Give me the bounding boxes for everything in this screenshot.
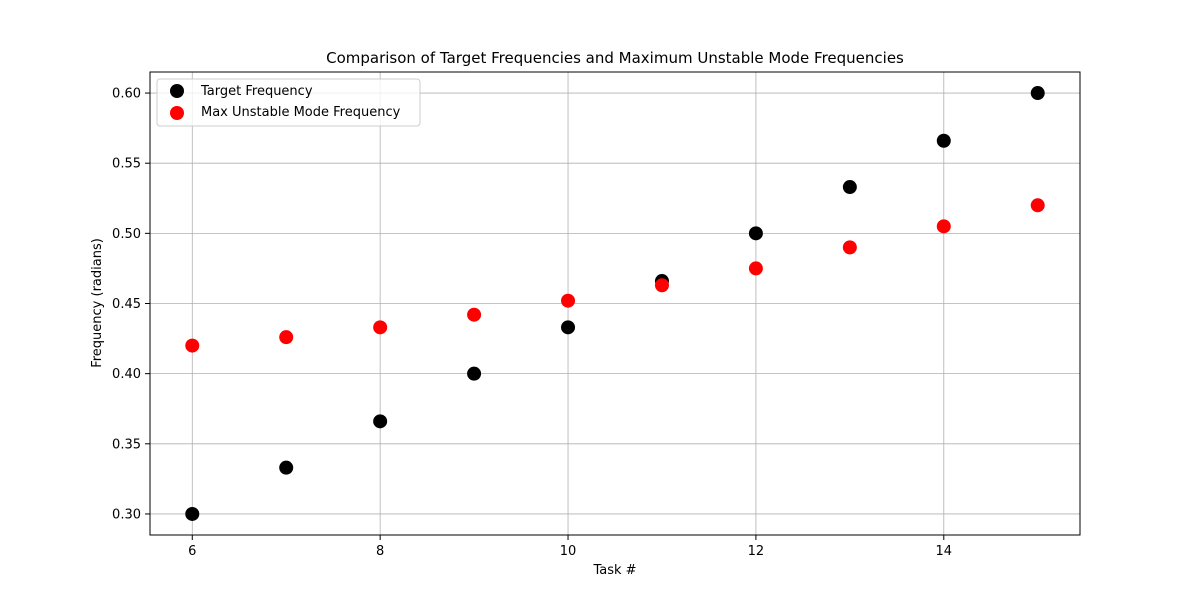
y-tick-label: 0.35: [112, 437, 141, 452]
point-target-frequency: [279, 460, 294, 475]
y-tick-label: 0.30: [112, 507, 141, 522]
x-tick-label: 8: [376, 544, 384, 559]
data-points: [185, 86, 1045, 521]
point-max-unstable-mode-frequency: [467, 307, 482, 322]
point-max-unstable-mode-frequency: [373, 320, 388, 335]
x-tick-label: 14: [936, 544, 953, 559]
y-tick-label: 0.55: [112, 157, 141, 172]
y-axis-ticks: 0.30 0.35 0.40 0.45 0.50 0.55 0.60: [112, 87, 150, 522]
point-max-unstable-mode-frequency: [185, 338, 200, 353]
point-max-unstable-mode-frequency: [842, 240, 857, 255]
x-tick-label: 6: [188, 544, 196, 559]
point-target-frequency: [185, 506, 200, 521]
x-axis-ticks: 6 8 10 12 14: [188, 535, 952, 559]
point-target-frequency: [561, 320, 576, 335]
y-tick-label: 0.40: [112, 367, 141, 382]
legend-marker-target-frequency: [170, 84, 184, 98]
point-max-unstable-mode-frequency: [279, 330, 294, 345]
point-target-frequency: [1030, 86, 1045, 101]
chart-title: Comparison of Target Frequencies and Max…: [326, 49, 904, 67]
point-target-frequency: [936, 133, 951, 148]
point-target-frequency: [842, 180, 857, 195]
y-gridlines: [150, 92, 1080, 515]
legend-label-max-unstable-mode-frequency: Max Unstable Mode Frequency: [201, 105, 401, 120]
x-tick-label: 12: [748, 544, 765, 559]
legend-marker-max-unstable-mode-frequency: [170, 106, 184, 120]
x-axis-label: Task #: [592, 563, 636, 578]
y-tick-label: 0.45: [112, 297, 141, 312]
point-target-frequency: [467, 366, 482, 381]
point-max-unstable-mode-frequency: [654, 278, 669, 293]
plot-area: [149, 71, 1081, 536]
legend-box: [156, 78, 421, 127]
x-tick-label: 10: [560, 544, 577, 559]
point-max-unstable-mode-frequency: [748, 261, 763, 276]
point-max-unstable-mode-frequency: [936, 219, 951, 234]
point-target-frequency: [748, 226, 763, 241]
legend-label-target-frequency: Target Frequency: [200, 84, 313, 99]
point-max-unstable-mode-frequency: [1030, 198, 1045, 213]
y-tick-label: 0.60: [112, 87, 141, 102]
point-target-frequency: [373, 414, 388, 429]
y-axis-label: Frequency (radians): [90, 238, 105, 368]
point-max-unstable-mode-frequency: [561, 293, 576, 308]
legend: Target Frequency Max Unstable Mode Frequ…: [156, 78, 421, 127]
y-tick-label: 0.50: [112, 227, 141, 242]
